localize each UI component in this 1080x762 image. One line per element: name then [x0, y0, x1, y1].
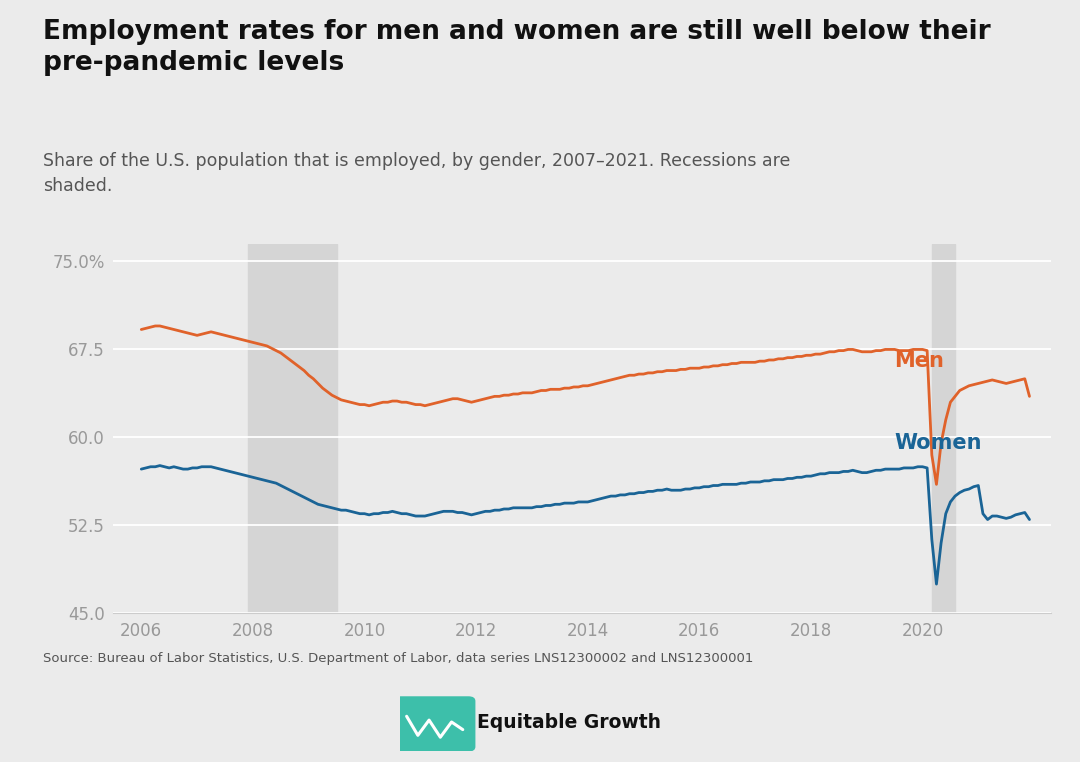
FancyBboxPatch shape: [394, 696, 475, 751]
Text: Women: Women: [894, 434, 982, 453]
Bar: [248, 244, 337, 613]
Text: Employment rates for men and women are still well below their
pre-pandemic level: Employment rates for men and women are s…: [43, 19, 990, 76]
Text: Men: Men: [894, 351, 945, 371]
Text: Share of the U.S. population that is employed, by gender, 2007–2021. Recessions : Share of the U.S. population that is emp…: [43, 152, 791, 195]
Bar: [932, 244, 955, 613]
Text: Equitable Growth: Equitable Growth: [477, 713, 661, 732]
Text: Source: Bureau of Labor Statistics, U.S. Department of Labor, data series LNS123: Source: Bureau of Labor Statistics, U.S.…: [43, 652, 754, 664]
